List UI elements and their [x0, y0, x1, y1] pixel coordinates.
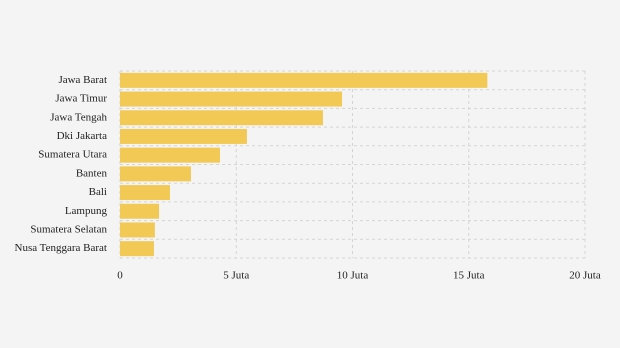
bar: [120, 222, 155, 238]
y-tick-label: Jawa Timur: [55, 93, 107, 105]
y-tick-label: Dki Jakarta: [57, 130, 108, 142]
y-tick-label: Bali: [89, 186, 107, 198]
bar: [120, 185, 170, 201]
x-tick-label: 15 Juta: [453, 270, 485, 282]
y-tick-label: Sumatera Selatan: [30, 223, 107, 235]
bar: [120, 110, 323, 126]
y-tick-label: Banten: [76, 167, 108, 179]
bar: [120, 166, 191, 182]
y-tick-label: Jawa Tengah: [50, 111, 107, 123]
x-tick-label: 20 Juta: [569, 270, 601, 282]
y-tick-label: Nusa Tenggara Barat: [15, 242, 108, 254]
bar: [120, 72, 488, 88]
x-tick-label: 0: [117, 270, 123, 282]
bar: [120, 203, 160, 219]
y-tick-label: Sumatera Utara: [38, 149, 107, 161]
bar: [120, 241, 154, 257]
y-tick-label: Jawa Barat: [58, 74, 107, 86]
bar: [120, 128, 247, 144]
x-tick-label: 10 Juta: [337, 270, 369, 282]
bar: [120, 91, 343, 107]
y-tick-label: Lampung: [65, 205, 108, 217]
x-tick-label: 5 Juta: [223, 270, 249, 282]
bar: [120, 147, 220, 163]
